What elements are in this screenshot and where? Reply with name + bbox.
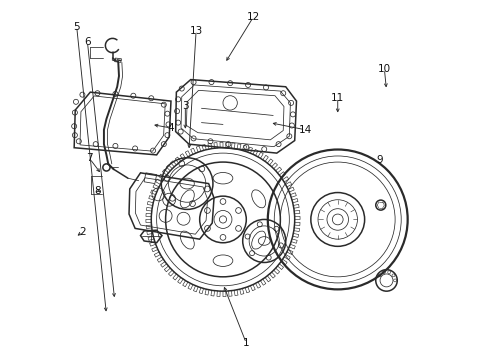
Text: 4: 4 — [167, 123, 174, 133]
Text: 2: 2 — [79, 227, 85, 237]
Text: 13: 13 — [189, 26, 203, 36]
Text: 1: 1 — [243, 338, 249, 348]
Text: 9: 9 — [376, 155, 383, 165]
Text: 6: 6 — [84, 37, 91, 47]
Text: 12: 12 — [246, 12, 260, 22]
Text: 3: 3 — [182, 102, 188, 112]
Text: 10: 10 — [377, 64, 390, 74]
Text: 5: 5 — [73, 22, 80, 32]
Text: 8: 8 — [94, 186, 101, 196]
Text: 7: 7 — [86, 153, 93, 163]
Text: 11: 11 — [330, 93, 344, 103]
Text: 14: 14 — [298, 125, 311, 135]
